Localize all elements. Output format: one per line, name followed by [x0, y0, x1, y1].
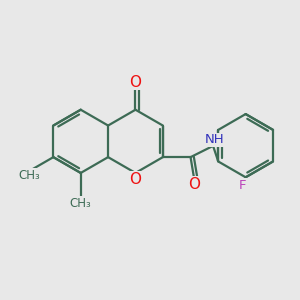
Text: CH₃: CH₃	[18, 169, 40, 182]
Text: O: O	[188, 177, 200, 192]
Text: NH: NH	[205, 133, 225, 146]
Text: O: O	[130, 172, 142, 188]
Text: O: O	[130, 74, 142, 89]
Text: CH₃: CH₃	[70, 197, 92, 210]
Text: F: F	[238, 178, 246, 192]
